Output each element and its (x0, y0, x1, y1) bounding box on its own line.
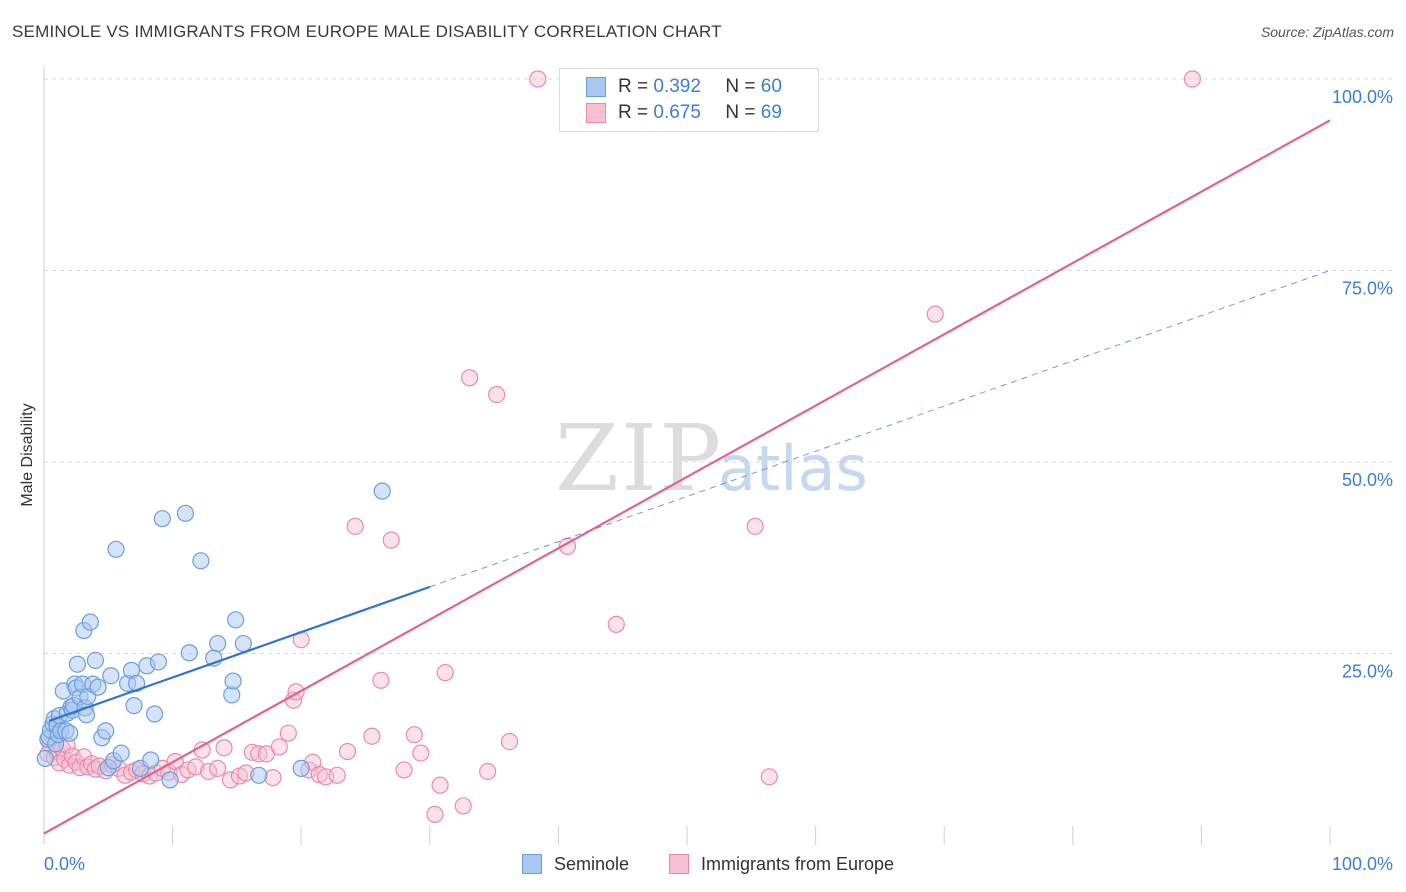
europe-point (328, 766, 346, 784)
seminole-point (107, 540, 125, 558)
europe-point (270, 738, 288, 756)
watermark-zip: ZIP (555, 405, 723, 512)
y-tick-label: 75.0% (1342, 279, 1393, 299)
y-tick-label: 25.0% (1342, 662, 1393, 682)
europe-swatch (586, 103, 606, 123)
europe-point (338, 742, 357, 761)
europe-point (607, 615, 625, 633)
axis-layer (43, 66, 1331, 845)
legend-n-value-seminole: 60 (760, 76, 782, 97)
seminole-point (61, 724, 79, 742)
europe-point (746, 517, 764, 535)
europe-legend-swatch (669, 854, 689, 874)
europe-point (529, 70, 547, 88)
europe-point (187, 758, 205, 776)
europe-point (405, 726, 423, 744)
x-tick-label-min: 0.0% (44, 854, 85, 874)
seminole-swatch (586, 77, 606, 97)
seminole-point (180, 644, 198, 662)
europe-point (500, 732, 519, 751)
grid-layer (44, 78, 1392, 654)
seminole-legend-swatch (522, 854, 542, 874)
europe-trend-line (43, 119, 1331, 835)
seminole-point (125, 696, 143, 715)
europe-point (279, 724, 297, 742)
seminole-point (227, 611, 245, 629)
europe-point (215, 739, 233, 757)
seminole-point (127, 674, 146, 692)
seminole-point (68, 655, 87, 673)
correlation-legend: R = 0.392 N = 60 R = 0.675 N = 69 (559, 68, 819, 132)
seminole-point (149, 653, 168, 671)
seminole-point (97, 722, 115, 740)
europe-legend-label: Immigrants from Europe (701, 853, 895, 874)
watermark: ZIP atlas (555, 405, 868, 512)
seminole-point (81, 613, 99, 631)
seminole-point (36, 749, 54, 768)
legend-n-label: N = (725, 76, 756, 97)
seminole-point (102, 667, 120, 685)
seminole-point (142, 751, 160, 769)
seminole-legend-label: Seminole (554, 853, 630, 874)
europe-point (1183, 70, 1201, 88)
europe-point (243, 743, 261, 761)
europe-point (431, 776, 449, 794)
legend-r-value-europe: 0.675 (653, 102, 701, 123)
seminole-point (209, 634, 227, 653)
europe-point (412, 744, 430, 762)
europe-point (426, 805, 444, 823)
legend-r-label: R = (618, 102, 649, 123)
seminole-point (192, 552, 210, 570)
trend-lines (43, 119, 1331, 835)
y-tick-label: 100.0% (1332, 87, 1393, 107)
europe-point (461, 369, 479, 387)
legend-n-value-europe: 69 (760, 102, 782, 123)
tick-labels: 25.0% 50.0% 75.0% 100.0% 0.0% 100.0% (44, 87, 1393, 874)
seminole-point (250, 766, 268, 784)
seminole-point (224, 672, 242, 690)
europe-point (395, 761, 413, 779)
chart-title: SEMINOLE VS IMMIGRANTS FROM EUROPE MALE … (12, 22, 722, 41)
seminole-point (161, 771, 179, 789)
x-tick-label-max: 100.0% (1332, 854, 1393, 874)
europe-point (221, 771, 240, 789)
europe-point (926, 305, 944, 323)
legend-row-seminole: R = 0.392 N = 60 (586, 75, 782, 99)
europe-point (200, 762, 218, 781)
seminole-point (89, 678, 107, 696)
watermark-atlas: atlas (718, 432, 868, 505)
seminole-point (112, 744, 130, 762)
europe-point (760, 768, 778, 786)
y-tick-label: 50.0% (1342, 470, 1393, 490)
bottom-legend-europe: Immigrants from Europe (669, 852, 894, 876)
europe-point (346, 517, 364, 535)
europe-point (382, 531, 400, 549)
seminole-point (145, 705, 164, 723)
legend-row-europe: R = 0.675 N = 69 (586, 101, 782, 125)
seminole-trend-extension (429, 270, 1331, 588)
europe-point (372, 671, 390, 689)
seminole-point-series (36, 482, 391, 789)
seminole-point (153, 510, 171, 528)
europe-point (363, 727, 381, 745)
seminole-point (373, 482, 391, 500)
europe-point (264, 768, 282, 787)
europe-point (488, 385, 506, 404)
europe-point (209, 759, 227, 778)
source-credit: Source: ZipAtlas.com (1260, 24, 1394, 40)
europe-point (479, 762, 497, 781)
y-axis-title: Male Disability (19, 403, 36, 507)
legend-r-label: R = (618, 76, 649, 97)
europe-point (454, 797, 472, 815)
legend-n-label: N = (725, 102, 756, 123)
seminole-point (86, 651, 105, 669)
seminole-trend-line (48, 585, 431, 722)
legend-r-value-seminole: 0.392 (653, 76, 701, 97)
seminole-point (176, 504, 195, 522)
bottom-legend-seminole: Seminole (522, 852, 629, 876)
europe-point (436, 664, 454, 682)
seminole-point (234, 634, 252, 653)
seminole-point (292, 759, 310, 778)
